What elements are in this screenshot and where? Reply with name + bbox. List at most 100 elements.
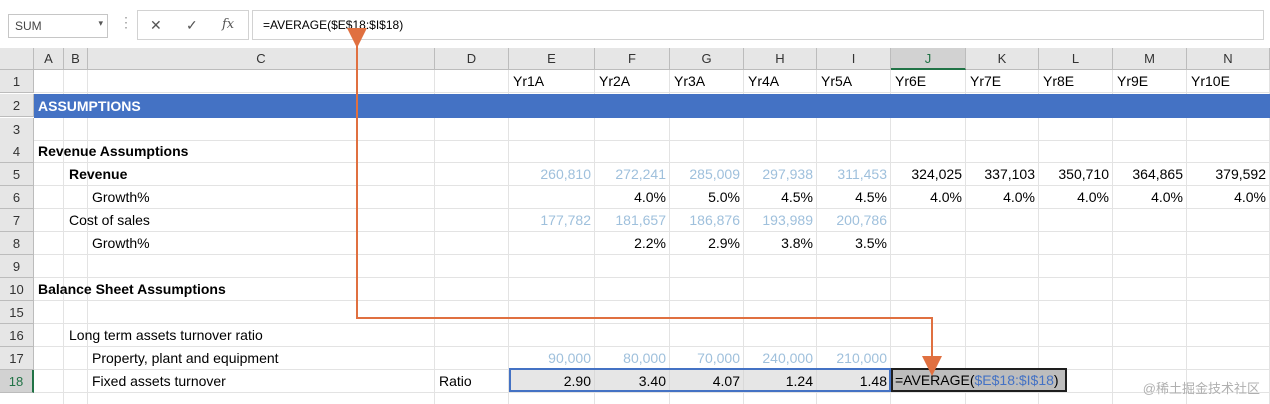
row-header-3[interactable]: 3 bbox=[0, 118, 34, 141]
insert-function-icon[interactable]: fx bbox=[222, 17, 235, 32]
gridline-col bbox=[1038, 70, 1039, 404]
year-header: Yr5A bbox=[821, 73, 853, 89]
revenue-label: Revenue bbox=[69, 166, 128, 182]
name-box[interactable]: SUM ▾ bbox=[8, 14, 108, 38]
year-header: Yr2A bbox=[599, 73, 631, 89]
column-header-m[interactable]: M bbox=[1113, 48, 1187, 70]
fixed-assets-cell[interactable]: 4.07 bbox=[712, 373, 740, 389]
cost-of-sales-cell[interactable]: 200,786 bbox=[836, 212, 887, 228]
gridline-row bbox=[34, 140, 1270, 141]
ratio-label: Ratio bbox=[439, 373, 472, 389]
revenue-cell[interactable]: 272,241 bbox=[615, 166, 666, 182]
row-header-2[interactable]: 2 bbox=[0, 94, 34, 117]
fixed-assets-cell[interactable]: 1.48 bbox=[859, 373, 887, 389]
column-header-i[interactable]: I bbox=[817, 48, 891, 70]
fixed-assets-label: Fixed assets turnover bbox=[92, 373, 226, 389]
formula-range-ref: $E$18:$I$18 bbox=[974, 372, 1054, 388]
revenue-growth-cell[interactable]: 4.5% bbox=[781, 189, 813, 205]
row-header-9[interactable]: 9 bbox=[0, 255, 34, 278]
column-header-a[interactable]: A bbox=[34, 48, 64, 70]
revenue-cell[interactable]: 285,009 bbox=[689, 166, 740, 182]
column-header-e[interactable]: E bbox=[509, 48, 595, 70]
column-header-d[interactable]: D bbox=[435, 48, 509, 70]
column-header-j[interactable]: J bbox=[891, 48, 966, 70]
row-header-18[interactable]: 18 bbox=[0, 370, 34, 393]
formula-input[interactable]: =AVERAGE($E$18:$I$18) bbox=[252, 10, 1264, 40]
year-header: Yr3A bbox=[674, 73, 706, 89]
revenue-growth-cell[interactable]: 4.0% bbox=[634, 189, 666, 205]
gridline-row bbox=[34, 92, 1270, 93]
column-header-k[interactable]: K bbox=[966, 48, 1039, 70]
cost-of-sales-cell[interactable]: 186,876 bbox=[689, 212, 740, 228]
cost-of-sales-cell[interactable]: 181,657 bbox=[615, 212, 666, 228]
revenue-cell[interactable]: 297,938 bbox=[762, 166, 813, 182]
gridline-col bbox=[965, 70, 966, 404]
fixed-assets-cell[interactable]: 3.40 bbox=[638, 373, 666, 389]
revenue-cell[interactable]: 350,710 bbox=[1058, 166, 1109, 182]
row-header-15[interactable]: 15 bbox=[0, 301, 34, 324]
row-header-1[interactable]: 1 bbox=[0, 70, 34, 93]
row-header-5[interactable]: 5 bbox=[0, 163, 34, 186]
revenue-growth-label: Growth% bbox=[92, 189, 150, 205]
row-header-7[interactable]: 7 bbox=[0, 209, 34, 232]
revenue-assumptions-heading: Revenue Assumptions bbox=[38, 143, 189, 159]
row-header-8[interactable]: 8 bbox=[0, 232, 34, 255]
cost-of-sales-cell[interactable]: 177,782 bbox=[540, 212, 591, 228]
revenue-growth-cell[interactable]: 4.0% bbox=[1077, 189, 1109, 205]
row-header-16[interactable]: 16 bbox=[0, 324, 34, 347]
row-header-4[interactable]: 4 bbox=[0, 140, 34, 163]
ppe-cell[interactable]: 240,000 bbox=[762, 350, 813, 366]
row-header-17[interactable]: 17 bbox=[0, 347, 34, 370]
revenue-growth-cell[interactable]: 4.5% bbox=[855, 189, 887, 205]
revenue-growth-cell[interactable]: 4.0% bbox=[1003, 189, 1035, 205]
revenue-cell[interactable]: 337,103 bbox=[984, 166, 1035, 182]
year-header: Yr9E bbox=[1117, 73, 1149, 89]
revenue-cell[interactable]: 364,865 bbox=[1132, 166, 1183, 182]
enter-icon[interactable]: ✓ bbox=[186, 17, 198, 33]
row-header-10[interactable]: 10 bbox=[0, 278, 34, 301]
select-all-corner[interactable] bbox=[0, 48, 34, 70]
cos-growth-cell[interactable]: 2.9% bbox=[708, 235, 740, 251]
gridline-col bbox=[1186, 70, 1187, 404]
year-header: Yr4A bbox=[748, 73, 780, 89]
revenue-cell[interactable]: 379,592 bbox=[1215, 166, 1266, 182]
column-header-b[interactable]: B bbox=[64, 48, 88, 70]
revenue-growth-cell[interactable]: 4.0% bbox=[930, 189, 962, 205]
ppe-cell[interactable]: 70,000 bbox=[697, 350, 740, 366]
cost-of-sales-cell[interactable]: 193,989 bbox=[762, 212, 813, 228]
revenue-growth-cell[interactable]: 5.0% bbox=[708, 189, 740, 205]
revenue-growth-cell[interactable]: 4.0% bbox=[1234, 189, 1266, 205]
ppe-cell[interactable]: 80,000 bbox=[623, 350, 666, 366]
name-box-dropdown-icon[interactable]: ▾ bbox=[98, 18, 103, 28]
revenue-growth-cell[interactable]: 4.0% bbox=[1151, 189, 1183, 205]
gridline-row bbox=[34, 392, 1270, 393]
column-header-n[interactable]: N bbox=[1187, 48, 1270, 70]
row-header-6[interactable]: 6 bbox=[0, 186, 34, 209]
cos-growth-cell[interactable]: 2.2% bbox=[634, 235, 666, 251]
ppe-cell[interactable]: 90,000 bbox=[548, 350, 591, 366]
balance-sheet-heading: Balance Sheet Assumptions bbox=[38, 281, 226, 297]
ppe-cell[interactable]: 210,000 bbox=[836, 350, 887, 366]
gridline-col bbox=[1112, 70, 1113, 404]
fixed-assets-cell[interactable]: 2.90 bbox=[563, 373, 591, 389]
fixed-assets-cell[interactable]: 1.24 bbox=[785, 373, 813, 389]
gridline-col bbox=[434, 70, 435, 404]
cancel-icon[interactable]: ✕ bbox=[150, 17, 162, 33]
formula-prefix: =AVERAGE( bbox=[895, 372, 975, 388]
column-header-l[interactable]: L bbox=[1039, 48, 1113, 70]
cos-growth-cell[interactable]: 3.8% bbox=[781, 235, 813, 251]
column-header-g[interactable]: G bbox=[670, 48, 744, 70]
revenue-cell[interactable]: 324,025 bbox=[911, 166, 962, 182]
column-header-c[interactable]: C bbox=[88, 48, 435, 70]
formula-suffix: ) bbox=[1053, 372, 1059, 388]
gridline-col bbox=[87, 70, 88, 404]
watermark: @稀土掘金技术社区 bbox=[1142, 381, 1260, 396]
column-header-h[interactable]: H bbox=[744, 48, 817, 70]
revenue-cell[interactable]: 260,810 bbox=[540, 166, 591, 182]
column-header-f[interactable]: F bbox=[595, 48, 670, 70]
lt-assets-ratio-label: Long term assets turnover ratio bbox=[69, 327, 263, 343]
revenue-cell[interactable]: 311,453 bbox=[837, 166, 887, 182]
cos-growth-cell[interactable]: 3.5% bbox=[855, 235, 887, 251]
active-cell-formula[interactable]: =AVERAGE($E$18:$I$18) bbox=[895, 368, 1059, 392]
